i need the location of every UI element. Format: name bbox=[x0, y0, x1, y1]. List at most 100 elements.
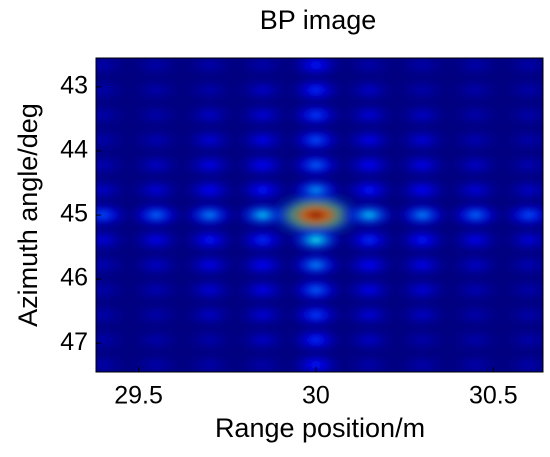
heatmap-cell bbox=[230, 299, 295, 330]
heatmap-cell bbox=[443, 349, 508, 372]
heatmap-cell bbox=[230, 150, 295, 181]
heatmap-cell bbox=[96, 75, 136, 106]
heatmap-cell bbox=[177, 75, 242, 106]
heatmap-cell bbox=[177, 249, 242, 280]
x-tick-label: 30.5 bbox=[469, 382, 518, 410]
heatmap-cell bbox=[124, 324, 189, 355]
heatmap-cell bbox=[337, 125, 402, 156]
heatmap-cell bbox=[177, 100, 242, 131]
heatmap-cell bbox=[284, 150, 348, 181]
heatmap-cell bbox=[284, 274, 348, 305]
heatmap-cell bbox=[390, 324, 455, 355]
heatmap bbox=[96, 58, 543, 372]
heatmap-cell bbox=[177, 324, 242, 355]
y-axis-label: Azimuth angle/deg bbox=[13, 103, 43, 327]
heatmap-cell bbox=[443, 200, 508, 230]
chart-title: BP image bbox=[260, 5, 377, 35]
heatmap-cell bbox=[124, 150, 189, 181]
heatmap-cell bbox=[443, 125, 508, 156]
heatmap-cell bbox=[390, 150, 455, 181]
heatmap-cell bbox=[96, 299, 136, 330]
heatmap-cell bbox=[96, 175, 136, 205]
heatmap-cell bbox=[337, 200, 402, 230]
heatmap-cell bbox=[284, 349, 348, 372]
heatmap-cell bbox=[496, 100, 543, 131]
heatmap-cell bbox=[230, 58, 295, 81]
heatmap-cell bbox=[443, 274, 508, 305]
heatmap-cell bbox=[337, 299, 402, 330]
heatmap-cell bbox=[177, 150, 242, 181]
heatmap-cell bbox=[390, 200, 455, 230]
heatmap-cell bbox=[496, 58, 543, 81]
heatmap-cell bbox=[230, 224, 295, 255]
heatmap-cell bbox=[390, 249, 455, 280]
heatmap-cell bbox=[230, 100, 295, 131]
heatmap-cell bbox=[230, 249, 295, 280]
heatmap-cell bbox=[390, 58, 455, 81]
heatmap-cell bbox=[496, 349, 543, 372]
heatmap-cell bbox=[443, 324, 508, 355]
y-tick-label: 45 bbox=[60, 200, 88, 228]
heatmap-cell bbox=[177, 200, 242, 230]
heatmap-cell bbox=[337, 150, 402, 181]
heatmap-cell bbox=[443, 224, 508, 255]
heatmap-cell bbox=[177, 349, 242, 372]
x-axis-label: Range position/m bbox=[215, 413, 425, 443]
heatmap-cell bbox=[443, 299, 508, 330]
heatmap-cell bbox=[496, 200, 543, 230]
heatmap-cell bbox=[284, 75, 348, 106]
heatmap-cell bbox=[124, 249, 189, 280]
heatmap-cell bbox=[177, 175, 242, 206]
heatmap-cell bbox=[124, 175, 189, 206]
heatmap-cell bbox=[124, 100, 189, 131]
x-tick-label: 30 bbox=[302, 382, 330, 410]
heatmap-cell bbox=[390, 100, 455, 131]
heatmap-cell bbox=[337, 349, 402, 372]
heatmap-cell bbox=[284, 324, 348, 355]
heatmap-cell bbox=[177, 58, 242, 81]
heatmap-cell bbox=[124, 58, 189, 81]
heatmap-cell bbox=[124, 349, 189, 372]
heatmap-cell bbox=[284, 249, 348, 280]
heatmap-cell bbox=[230, 349, 295, 372]
heatmap-cell bbox=[96, 225, 136, 255]
heatmap-cell bbox=[230, 125, 295, 156]
heatmap-cell bbox=[496, 75, 543, 106]
heatmap-cell bbox=[443, 58, 508, 81]
heatmap-cell bbox=[496, 225, 543, 255]
heatmap-cell bbox=[96, 150, 136, 181]
heatmap-cell bbox=[496, 249, 543, 280]
heatmap-cell bbox=[284, 125, 348, 156]
heatmap-cell bbox=[337, 175, 402, 206]
heatmap-cell bbox=[177, 274, 242, 305]
heatmap-cell bbox=[496, 299, 543, 330]
heatmap-cell bbox=[496, 150, 543, 181]
heatmap-cell bbox=[124, 200, 189, 230]
heatmap-cell bbox=[177, 125, 242, 156]
heatmap-cell bbox=[96, 249, 136, 280]
heatmap-cell bbox=[284, 224, 348, 255]
heatmap-cell bbox=[96, 200, 136, 230]
heatmap-cell bbox=[390, 349, 455, 372]
heatmap-cell bbox=[337, 249, 402, 280]
heatmap-cell bbox=[124, 75, 189, 106]
heatmap-cell bbox=[496, 274, 543, 305]
heatmap-cell bbox=[443, 175, 508, 206]
heatmap-cell bbox=[443, 249, 508, 280]
heatmap-cell bbox=[265, 190, 367, 240]
heatmap-cell bbox=[337, 75, 402, 106]
heatmap-cell bbox=[337, 100, 402, 131]
heatmap-cell bbox=[124, 125, 189, 156]
heatmap-cell bbox=[230, 75, 295, 106]
heatmap-cell bbox=[337, 274, 402, 305]
heatmap-cell bbox=[230, 175, 295, 206]
heatmap-cell bbox=[124, 274, 189, 305]
heatmap-cell bbox=[496, 324, 543, 355]
heatmap-cell bbox=[284, 100, 348, 131]
heatmap-cell bbox=[390, 75, 455, 106]
heatmap-cell bbox=[124, 224, 189, 255]
heatmap-cell bbox=[177, 299, 242, 330]
heatmap-cell bbox=[390, 125, 455, 156]
